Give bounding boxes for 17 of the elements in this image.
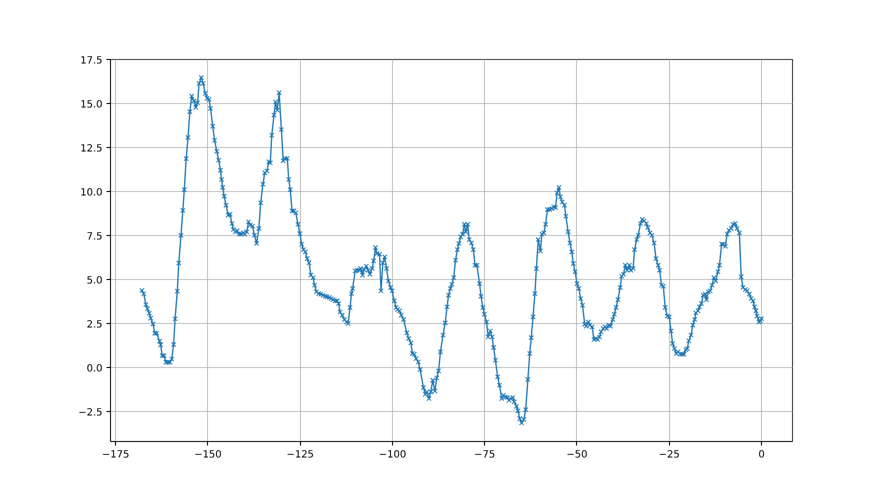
- y-tick-label: 7.5: [86, 232, 103, 243]
- x-tick-label: −175: [102, 450, 130, 460]
- y-tick-label: 12.5: [80, 144, 102, 155]
- y-tick-label: 2.5: [86, 320, 103, 331]
- x-tick-label: −75: [474, 450, 496, 460]
- y-tick-label: 15.0: [80, 100, 102, 111]
- x-tick-label: −100: [378, 450, 406, 460]
- y-tick-label: 0.0: [86, 364, 103, 375]
- x-tick-label: −150: [194, 450, 222, 460]
- x-tick-label: −125: [286, 450, 314, 460]
- y-tick-label: −2.5: [78, 408, 103, 419]
- x-tick-label: −50: [566, 450, 588, 460]
- x-tick-label: 0: [758, 450, 765, 460]
- y-tick-label: 17.5: [80, 56, 102, 66]
- y-tick-label: 5.0: [86, 276, 103, 287]
- y-tick-label: 10.0: [80, 188, 102, 199]
- x-tick-label: −25: [658, 450, 680, 460]
